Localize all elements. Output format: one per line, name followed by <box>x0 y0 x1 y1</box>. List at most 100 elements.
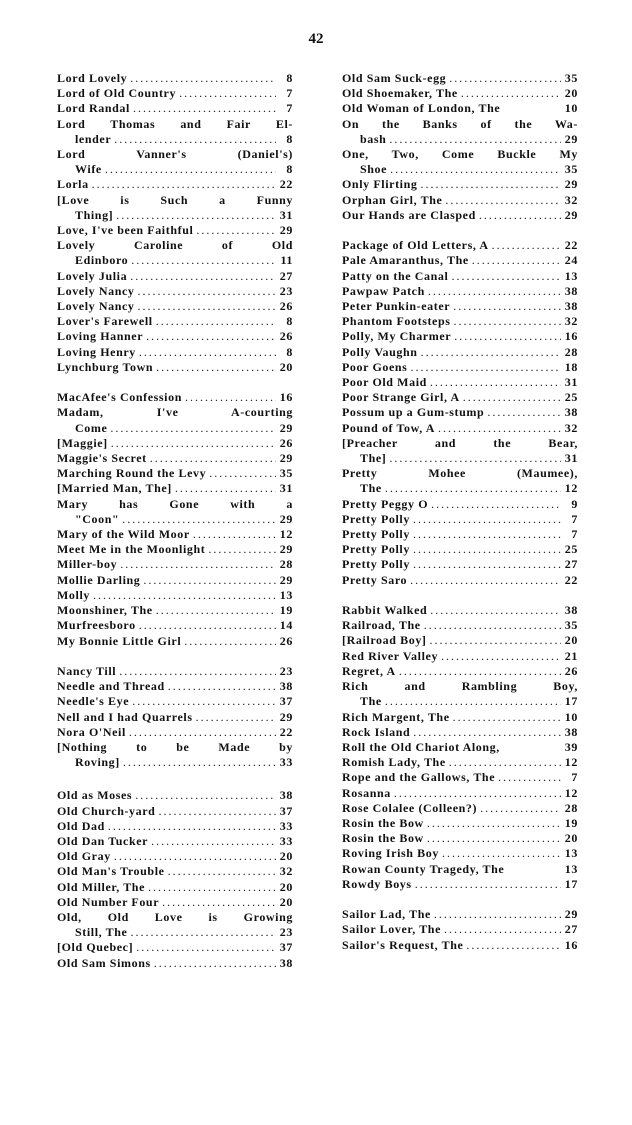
dot-leader <box>413 527 561 542</box>
entry-page-number: 37 <box>279 803 293 818</box>
index-entry: Regret, A 26 <box>342 664 578 679</box>
entry-line: Only Flirting 29 <box>342 177 578 192</box>
entry-line: Old Sam Simons 38 <box>57 956 293 971</box>
entry-page-number: 29 <box>564 131 578 146</box>
entry-line: Lorla 22 <box>57 177 293 192</box>
index-entry: Pretty Polly 27 <box>342 557 578 572</box>
entry-line: Sailor's Request, The 16 <box>342 938 578 953</box>
entry-title: Possum up a Gum-stump <box>342 405 485 420</box>
index-entry: Rose Colalee (Colleen?) 28 <box>342 801 578 816</box>
index-entry: Sailor Lover, The 27 <box>342 922 578 937</box>
entry-page-number: 35 <box>564 71 578 85</box>
dot-leader <box>430 375 561 390</box>
entry-page-number: 22 <box>564 238 578 253</box>
dot-leader <box>158 804 276 819</box>
dot-leader <box>427 816 561 831</box>
entry-page-number: 20 <box>279 359 293 374</box>
entry-title: Loving Henry <box>57 344 136 359</box>
entry-line: Sailor Lad, The 29 <box>342 907 578 922</box>
entry-title: Roving Irish Boy <box>342 846 439 861</box>
index-entry: Patty on the Canal 13 <box>342 269 578 284</box>
index-letter-group: Old Sam Suck-egg35Old Shoemaker, The20Ol… <box>342 71 578 223</box>
entry-page-number: 11 <box>280 253 293 268</box>
entry-title: Rock Island <box>342 724 411 739</box>
entry-line: Pretty Saro 22 <box>342 573 578 588</box>
index-entry: Red River Valley 21 <box>342 649 578 664</box>
index-entry: Rosin the Bow 20 <box>342 831 578 846</box>
index-letter-group: Package of Old Letters, A22Pale Amaranth… <box>342 238 578 588</box>
dot-leader <box>451 269 561 284</box>
entry-page-number: 8 <box>286 162 293 177</box>
entry-title: Mary of the Wild Moor <box>57 527 190 542</box>
entry-page-number: 26 <box>279 435 293 450</box>
entry-title: Maggie's Secret <box>57 451 147 466</box>
index-entry: Murfreesboro 14 <box>57 618 293 633</box>
entry-title: Rowan County Tragedy, The <box>342 861 505 876</box>
entry-line: Old Woman of London, The 10 <box>342 101 578 116</box>
entry-line: Lord Randal 7 <box>57 101 293 116</box>
index-entry: Maggie's Secret 29 <box>57 451 293 466</box>
entry-title: Nora O'Neil <box>57 724 126 739</box>
dot-leader <box>454 329 561 344</box>
index-entry: Peter Punkin-eater 38 <box>342 299 578 314</box>
dot-leader <box>114 132 276 147</box>
entry-title: Only Flirting <box>342 177 418 192</box>
index-entry: Mary of the Wild Moor 12 <box>57 527 293 542</box>
entry-page-number: 16 <box>564 329 578 344</box>
dot-leader <box>421 345 561 360</box>
index-letter-group: Old as Moses 38 Old Church-yard 37 Old Dad 33… <box>57 788 293 970</box>
entry-page-number: 38 <box>564 603 578 618</box>
index-entry: On the Banks of the Wa-bash 29 <box>342 117 578 147</box>
entry-title: Madam, I've A-courting <box>57 405 293 420</box>
index-entry: Rock Island 38 <box>342 725 578 740</box>
entry-page-number: 26 <box>279 329 293 344</box>
entry-title: Moonshiner, The <box>57 603 153 618</box>
entry-page-number: 7 <box>571 511 578 526</box>
entry-title: Romish Lady, The <box>342 755 446 770</box>
entry-title: Lover's Farewell <box>57 314 153 329</box>
entry-page-number: 22 <box>279 724 293 739</box>
dot-leader <box>399 664 561 679</box>
index-entry: Rich Margent, The 10 <box>342 710 578 725</box>
entry-line: Old Miller, The 20 <box>57 880 293 895</box>
entry-title: Lord Randal <box>57 101 130 116</box>
entry-title: Lorla <box>57 177 89 192</box>
entry-page-number: 37 <box>279 694 293 709</box>
index-letter-group: Sailor Lad, The29Sailor Lover, The27Sail… <box>342 907 578 953</box>
entry-continuation-line: Thing] 31 <box>57 208 293 223</box>
dot-leader <box>427 831 561 846</box>
entry-title-continued: The <box>360 694 382 709</box>
entry-line: [Railroad Boy] 20 <box>342 633 578 648</box>
index-entry: Our Hands are Clasped 29 <box>342 208 578 223</box>
index-column-right: Old Sam Suck-egg35Old Shoemaker, The20Ol… <box>342 71 578 968</box>
entry-title: Love, I've been Faithful <box>57 223 194 238</box>
entry-page-number: 33 <box>279 833 293 848</box>
index-entry: Pretty Mohee (Maumee),The 12 <box>342 466 578 496</box>
entry-title: Sailor's Request, The <box>342 937 464 952</box>
dot-leader <box>441 649 561 664</box>
index-entry: [Railroad Boy] 20 <box>342 633 578 648</box>
entry-page-number: 19 <box>279 603 293 618</box>
entry-line: Lovely Nancy 23 <box>57 284 293 299</box>
dot-leader <box>136 940 276 955</box>
index-entry: Rosin the Bow 19 <box>342 816 578 831</box>
dot-leader <box>487 405 561 420</box>
dot-leader <box>138 299 276 314</box>
entry-line: Polly, My Charmer 16 <box>342 329 578 344</box>
dot-leader <box>168 679 276 694</box>
entry-line: Poor Strange Girl, A 25 <box>342 390 578 405</box>
entry-title: Railroad, The <box>342 618 421 633</box>
entry-title: Nell and I had Quarrels <box>57 709 193 724</box>
dot-leader <box>130 71 276 86</box>
dot-leader <box>196 223 276 238</box>
entry-line: Rock Island 38 <box>342 725 578 740</box>
entry-title: Rosin the Bow <box>342 815 424 830</box>
entry-title: MacAfee's Confession <box>57 390 182 405</box>
entry-continuation-line: The 12 <box>342 481 578 496</box>
dot-leader <box>410 360 561 375</box>
entry-page-number: 9 <box>571 496 578 511</box>
entry-line: Meet Me in the Moonlight 29 <box>57 542 293 557</box>
entry-title-continued: Shoe <box>360 162 388 177</box>
entry-page-number: 26 <box>279 299 293 314</box>
